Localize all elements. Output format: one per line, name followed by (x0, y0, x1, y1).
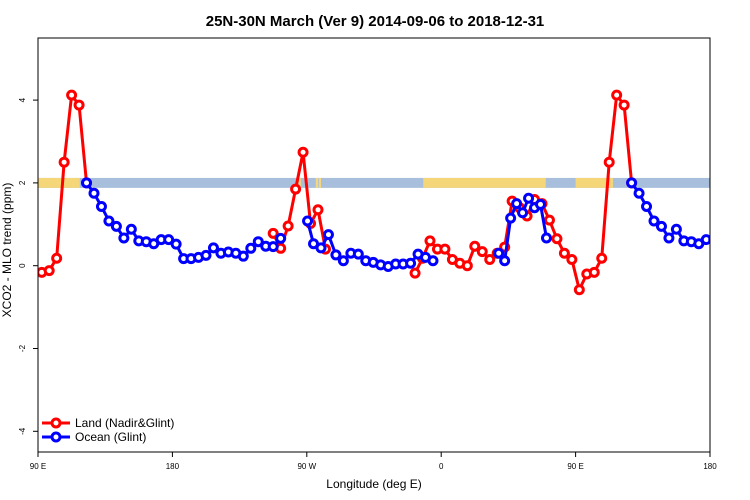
band-land-3 (315, 177, 318, 188)
land-point-2-28 (618, 99, 630, 111)
ocean-point-0-5 (118, 232, 130, 244)
land-point-2-19 (551, 233, 563, 245)
ocean-point-3-1 (633, 187, 645, 199)
ocean-point-1-7 (352, 248, 364, 260)
land-point-0-1 (43, 265, 55, 277)
y-axis-label: XCO2 - MLO trend (ppm) (0, 183, 14, 318)
ocean-point-0-26 (275, 232, 287, 244)
ocean-point-0-11 (163, 234, 175, 246)
ocean-point-1-3 (322, 229, 334, 241)
y-tick-label-3: 2 (18, 180, 27, 185)
land-point-2-22 (573, 284, 585, 296)
land-point-1-2 (282, 220, 294, 232)
ocean-point-2-1 (499, 255, 511, 267)
ocean-point-0-22 (245, 242, 257, 254)
band-land-0 (38, 177, 80, 188)
x-tick-label-4: 90 E (567, 462, 583, 471)
legend-marker-land (50, 417, 62, 429)
ocean-point-1-14 (405, 257, 417, 269)
land-point-2-27 (611, 89, 623, 101)
series-layer (38, 89, 710, 296)
ocean-point-0-17 (207, 242, 219, 254)
land-point-0-5 (73, 99, 85, 111)
x-axis-label: Longitude (deg E) (326, 477, 421, 491)
land-point-1-6 (312, 204, 324, 216)
ocean-point-0-23 (252, 236, 264, 248)
legend: Land (Nadir&Glint) Ocean (Glint) (42, 416, 174, 444)
band-land-5 (423, 177, 546, 188)
y-tick-label-0: -4 (18, 427, 27, 435)
ocean-point-2-8 (540, 232, 552, 244)
ocean-point-0-6 (125, 223, 137, 235)
ocean-point-0-1 (88, 187, 100, 199)
ocean-point-2-0 (493, 247, 505, 259)
band-land-4 (318, 177, 321, 188)
land-point-2-7 (461, 260, 473, 272)
ocean-point-2-4 (517, 207, 529, 219)
ocean-point-3-2 (641, 200, 653, 212)
land-point-1-4 (297, 146, 309, 158)
ocean-point-1-0 (302, 215, 314, 227)
ocean-point-0-16 (200, 249, 212, 261)
ocean-point-2-5 (523, 192, 535, 204)
land-point-2-24 (588, 266, 600, 278)
ocean-point-3-10 (700, 234, 710, 246)
land-point-2-2 (424, 235, 436, 247)
ocean-point-2-3 (511, 198, 523, 210)
ocean-point-3-5 (663, 232, 675, 244)
land-point-2-21 (566, 253, 578, 265)
ocean-point-0-2 (95, 200, 107, 212)
ocean-point-0-4 (110, 220, 122, 232)
x-tick-label-2: 90 W (297, 462, 316, 471)
legend-label-ocean: Ocean (Glint) (75, 430, 146, 444)
y-tick-label-1: -2 (18, 344, 27, 352)
land-point-0-2 (51, 252, 63, 264)
y-axis: -4 -2 0 2 4 (18, 97, 38, 435)
land-point-0-3 (58, 156, 70, 168)
land-point-2-4 (439, 243, 451, 255)
ocean-point-3-0 (626, 177, 638, 189)
chart-title: 25N-30N March (Ver 9) 2014-09-06 to 2018… (206, 13, 545, 30)
ocean-point-3-3 (648, 215, 660, 227)
land-point-2-18 (543, 214, 555, 226)
ocean-point-0-25 (267, 241, 279, 253)
y-tick-label-4: 4 (18, 97, 27, 102)
ocean-point-3-11 (708, 235, 710, 244)
land-point-0-4 (66, 89, 78, 101)
legend-marker-ocean (50, 431, 62, 443)
ocean-point-0-3 (103, 215, 115, 227)
ocean-point-3-6 (670, 223, 682, 235)
land-point-2-8 (469, 240, 481, 252)
x-tick-label-0: 90 E (30, 462, 46, 471)
ocean-point-0-0 (81, 177, 93, 189)
band-ocean (38, 177, 710, 188)
band-land-1 (298, 177, 301, 188)
ocean-point-1-17 (427, 255, 439, 267)
ocean-point-2-7 (535, 198, 547, 210)
land-point-2-26 (603, 156, 615, 168)
land-point-1-0 (267, 227, 279, 239)
legend-label-land: Land (Nadir&Glint) (75, 416, 174, 430)
land-point-2-10 (484, 253, 496, 265)
y-tick-label-2: 0 (18, 263, 27, 268)
land-point-2-9 (476, 246, 488, 258)
ocean-point-0-21 (237, 250, 249, 262)
land-point-2-0 (409, 267, 421, 279)
ocean-point-2-2 (505, 212, 517, 224)
band-land-6 (575, 177, 613, 188)
x-tick-label-1: 180 (166, 462, 180, 471)
ocean-point-3-4 (655, 220, 667, 232)
land-point-2-20 (558, 247, 570, 259)
x-tick-label-5: 180 (703, 462, 717, 471)
x-tick-label-3: 0 (439, 462, 444, 471)
x-axis: 90 E 180 90 W 0 90 E 180 (30, 452, 717, 471)
land-point-1-3 (290, 183, 302, 195)
ocean-point-1-5 (337, 255, 349, 267)
land-point-2-25 (596, 252, 608, 264)
ocean-point-1-2 (315, 242, 327, 254)
ocean-point-1-4 (330, 249, 342, 261)
ocean-point-0-12 (170, 238, 182, 250)
plot-frame (37, 37, 711, 453)
